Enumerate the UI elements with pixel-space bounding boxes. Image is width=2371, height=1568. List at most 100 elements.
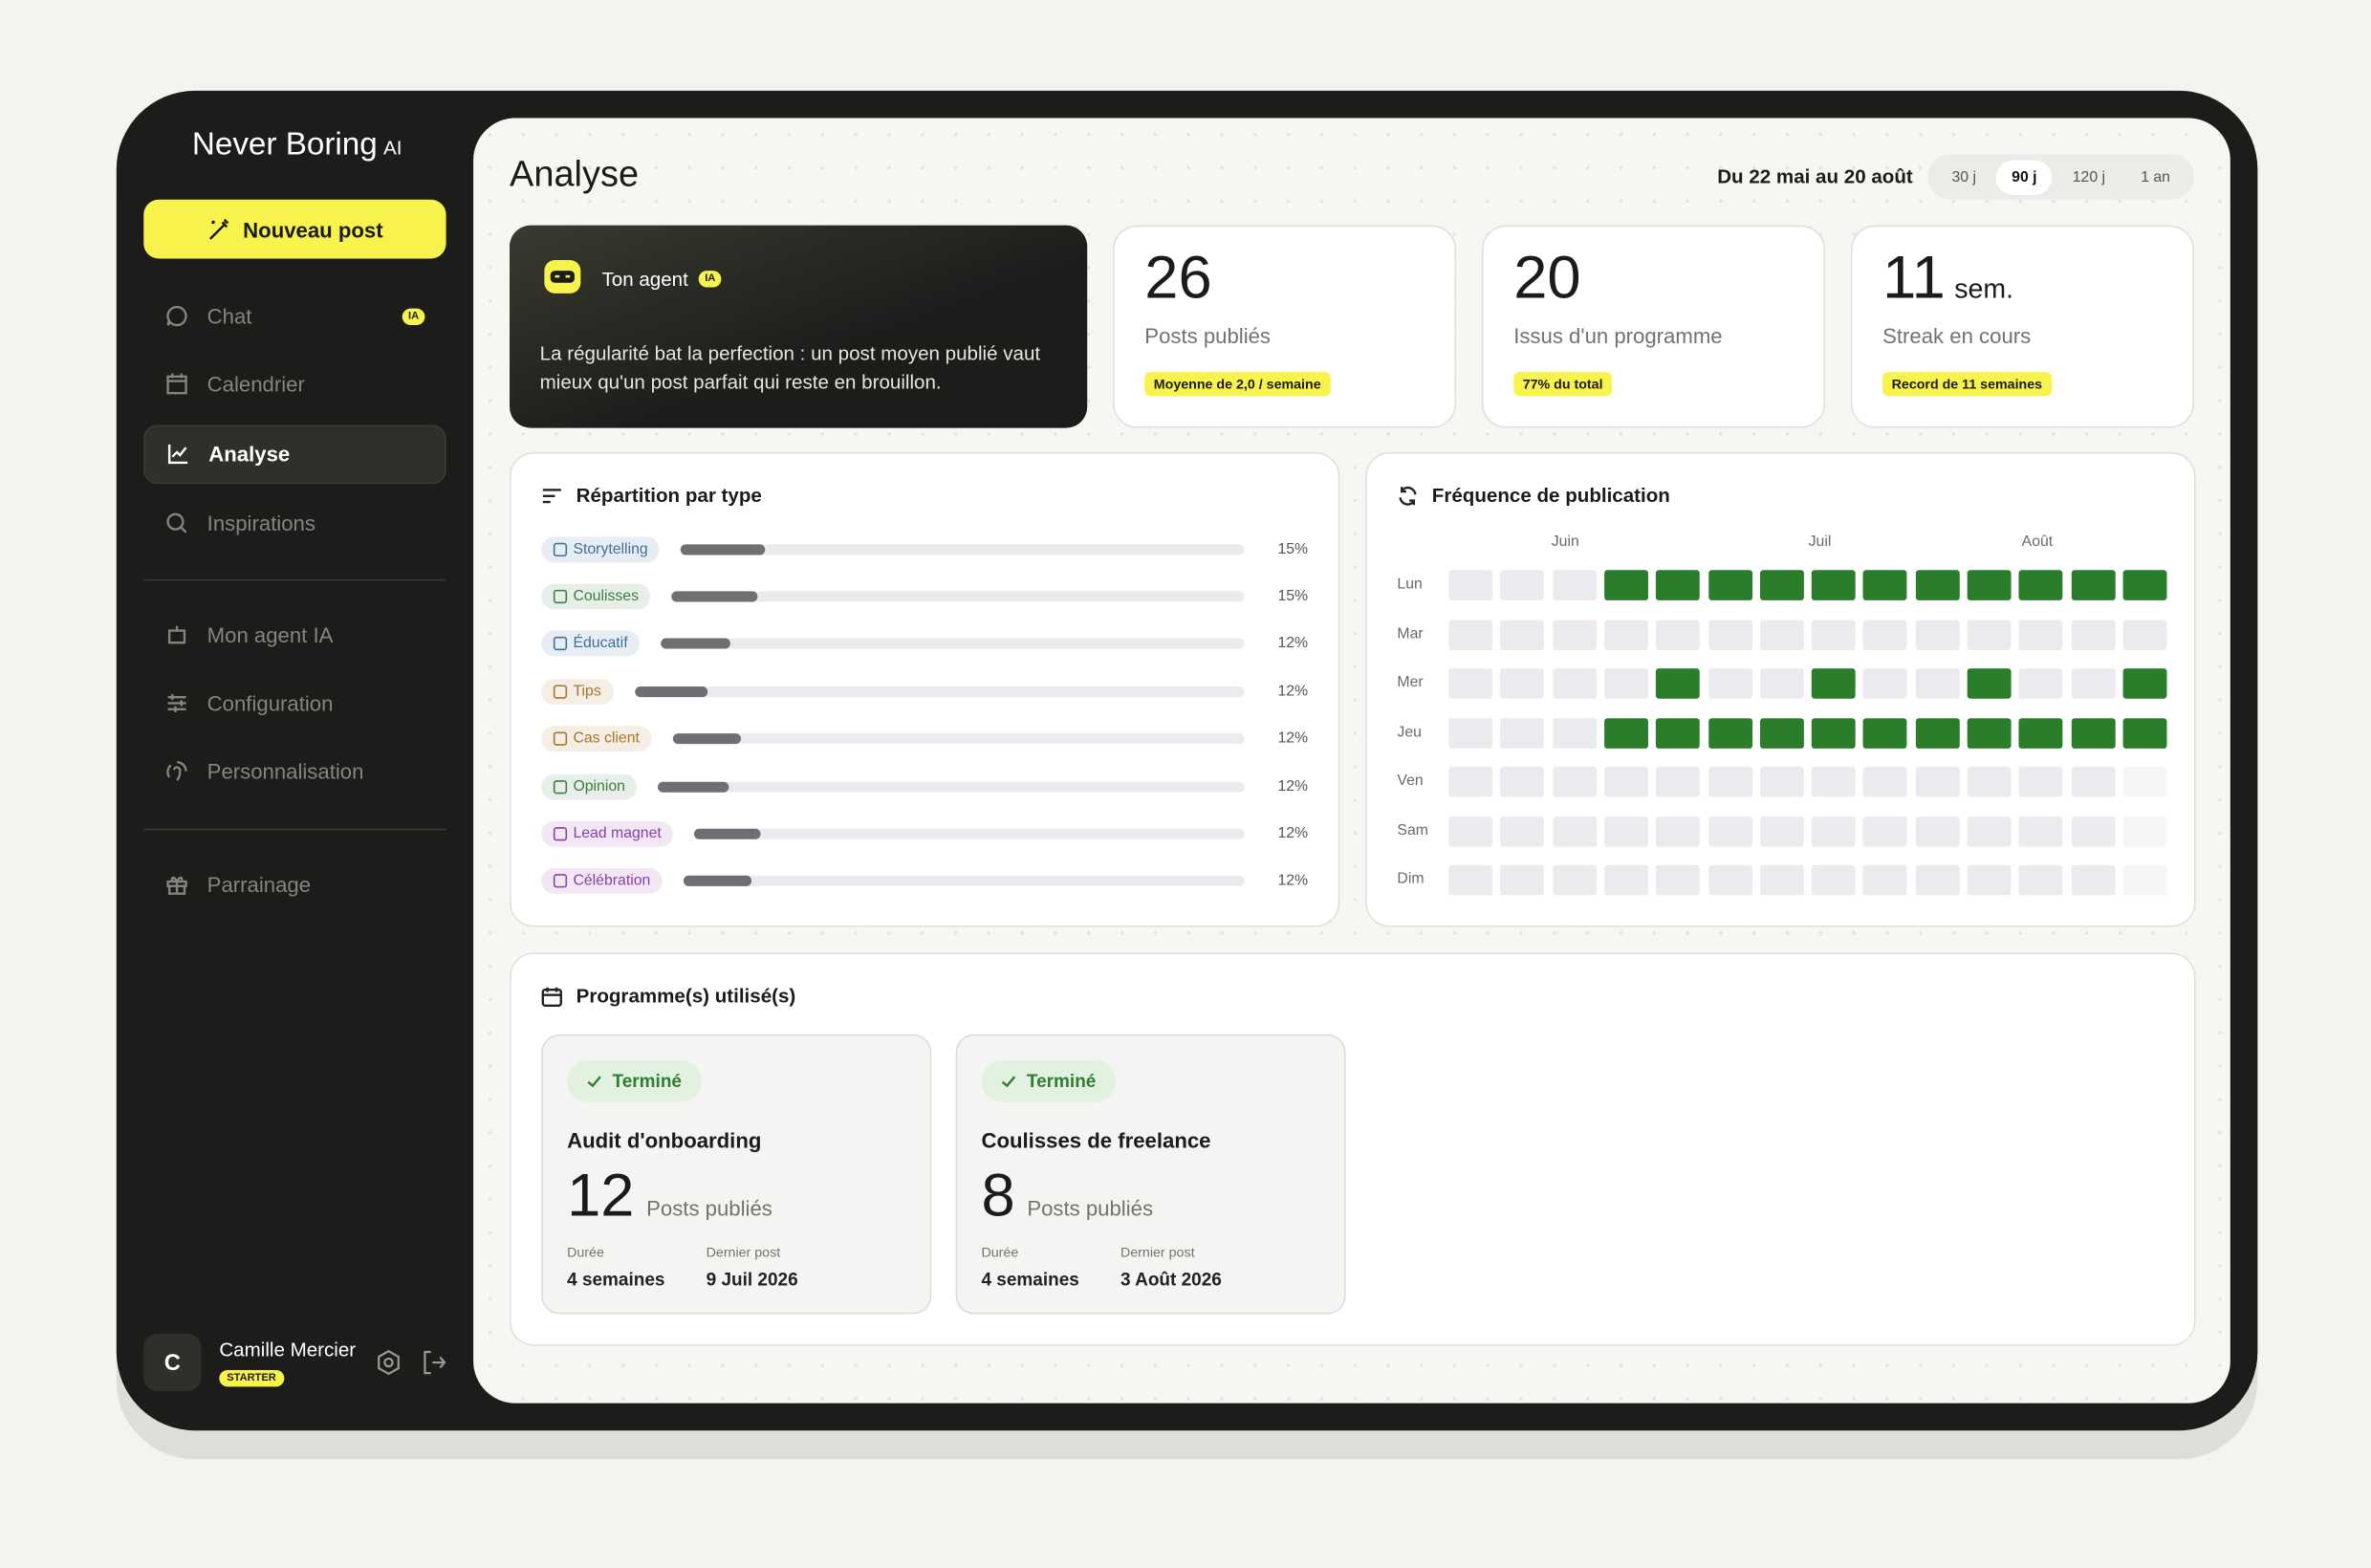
- tag-icon: [553, 684, 568, 699]
- nav-label: Configuration: [207, 690, 334, 716]
- heatmap-cell: [1967, 570, 2012, 600]
- bar: [634, 686, 708, 697]
- heatmap-cell: [1500, 864, 1545, 896]
- bar-track: [684, 876, 1245, 887]
- posts-label: Posts publiés: [646, 1196, 772, 1221]
- type-tag: Lead magnet: [541, 820, 674, 847]
- heatmap-cell: [2122, 864, 2167, 896]
- check-icon: [587, 1076, 601, 1088]
- divider: [143, 828, 446, 831]
- type-label: Tips: [573, 683, 601, 700]
- stat-value: 11 sem.: [1882, 245, 2013, 313]
- heatmap-cell: [1915, 816, 1960, 846]
- type-label: Opinion: [573, 777, 625, 795]
- avatar[interactable]: C: [143, 1333, 202, 1392]
- tag-icon: [553, 779, 568, 794]
- heatmap-cell: [1967, 816, 2012, 846]
- brand-suffix: AI: [383, 136, 402, 160]
- refresh-icon: [1399, 486, 1417, 505]
- type-tag: Cas client: [541, 726, 652, 752]
- settings-icon[interactable]: [375, 1349, 402, 1376]
- heatmap-cell: [1759, 619, 1804, 650]
- heatmap-cell: [1552, 570, 1597, 600]
- bar: [684, 876, 751, 887]
- nav-icon: [166, 373, 187, 395]
- value-label: 15%: [1277, 588, 1309, 605]
- heatmap-cell: [2018, 864, 2063, 896]
- heatmap-cell: [1915, 570, 1960, 600]
- stat-number: 26: [1144, 245, 1212, 312]
- heatmap-cell: [1967, 717, 2012, 749]
- heatmap-cell: [1708, 864, 1752, 896]
- heatmap-cell: [1500, 717, 1545, 749]
- nav-item[interactable]: Calendrier: [143, 355, 446, 414]
- heatmap-cell: [1759, 816, 1804, 846]
- heatmap-cell: [1603, 766, 1648, 797]
- nav-label: Inspirations: [207, 511, 315, 535]
- programs-title: Programme(s) utilisé(s): [576, 984, 796, 1008]
- heatmap-cell: [1603, 619, 1648, 650]
- nav-item[interactable]: Chat IA: [143, 287, 446, 346]
- heatmap-cell: [1915, 864, 1960, 896]
- heatmap-cell: [1603, 864, 1648, 896]
- value-label: 12%: [1277, 635, 1309, 653]
- heatmap-cell: [1500, 668, 1545, 699]
- heatmap-cell: [2018, 619, 2063, 650]
- heatmap-cell: [1448, 816, 1493, 846]
- type-label: Coulisses: [573, 588, 640, 605]
- type-tag: Storytelling: [541, 535, 661, 562]
- duration-value: 4 semaines: [981, 1268, 1079, 1291]
- heatmap-cell: [1708, 619, 1752, 650]
- posts-number: 12: [567, 1163, 635, 1230]
- heatmap-cell: [2071, 668, 2116, 699]
- agent-title: Ton agent: [601, 267, 688, 291]
- logout-icon[interactable]: [421, 1349, 447, 1376]
- nav-item[interactable]: Analyse: [143, 424, 446, 484]
- heatmap-cell: [1863, 816, 1908, 846]
- stat-value: 26: [1144, 245, 1211, 313]
- duration-value: 4 semaines: [567, 1268, 665, 1291]
- stat-number: 20: [1513, 245, 1581, 312]
- duration-label: Durée: [567, 1244, 604, 1260]
- distribution-row: Tips 12%: [541, 676, 1308, 707]
- new-post-button[interactable]: Nouveau post: [143, 199, 446, 259]
- heatmap-cell: [1448, 864, 1493, 896]
- heatmap-cell: [1863, 717, 1908, 749]
- day-label: Dim: [1397, 871, 1425, 888]
- nav-item[interactable]: Parrainage: [143, 855, 446, 914]
- heatmap-cell: [2122, 766, 2167, 797]
- nav-item[interactable]: Inspirations: [143, 493, 446, 553]
- heatmap-cell: [1915, 619, 1960, 650]
- heatmap-cell: [2071, 766, 2116, 797]
- tag-icon: [553, 731, 568, 746]
- heatmap-cell: [1967, 766, 2012, 797]
- heatmap-cell: [2122, 619, 2167, 650]
- value-label: 12%: [1277, 873, 1309, 890]
- tag-icon: [553, 826, 568, 841]
- stat-card: 11 sem. Streak en cours Record de 11 semain…: [1850, 225, 2194, 428]
- value-label: 12%: [1277, 683, 1309, 700]
- ia-badge: IA: [698, 271, 722, 288]
- heatmap-cell: [2071, 864, 2116, 896]
- heatmap-cell: [1552, 668, 1597, 699]
- bar: [661, 638, 731, 649]
- program-card[interactable]: Terminé Coulisses de freelance 8 Posts publ…: [955, 1034, 1346, 1315]
- stat-number: 11: [1882, 245, 1946, 312]
- program-card[interactable]: Terminé Audit d'onboarding 12 Posts publiés…: [541, 1034, 932, 1315]
- period-pill[interactable]: 1 an: [2141, 168, 2170, 185]
- last-post-value: 9 Juil 2026: [706, 1268, 798, 1291]
- stat-note: 77% du total: [1513, 372, 1613, 397]
- bar-track: [658, 780, 1245, 792]
- nav-item[interactable]: Personnalisation: [143, 742, 446, 801]
- posts-label: Posts publiés: [1027, 1196, 1154, 1221]
- heatmap-cell: [1863, 570, 1908, 600]
- period-pill[interactable]: 90 j: [1996, 159, 2053, 195]
- period-pill[interactable]: 30 j: [1951, 168, 1976, 185]
- nav-item[interactable]: Configuration: [143, 674, 446, 733]
- user-name: Camille Mercier: [219, 1338, 357, 1361]
- period-pill[interactable]: 120 j: [2072, 168, 2106, 185]
- tag-icon: [553, 874, 568, 888]
- heatmap-cell: [2122, 816, 2167, 846]
- nav-item[interactable]: Mon agent IA: [143, 605, 446, 664]
- type-label: Célébration: [573, 873, 651, 890]
